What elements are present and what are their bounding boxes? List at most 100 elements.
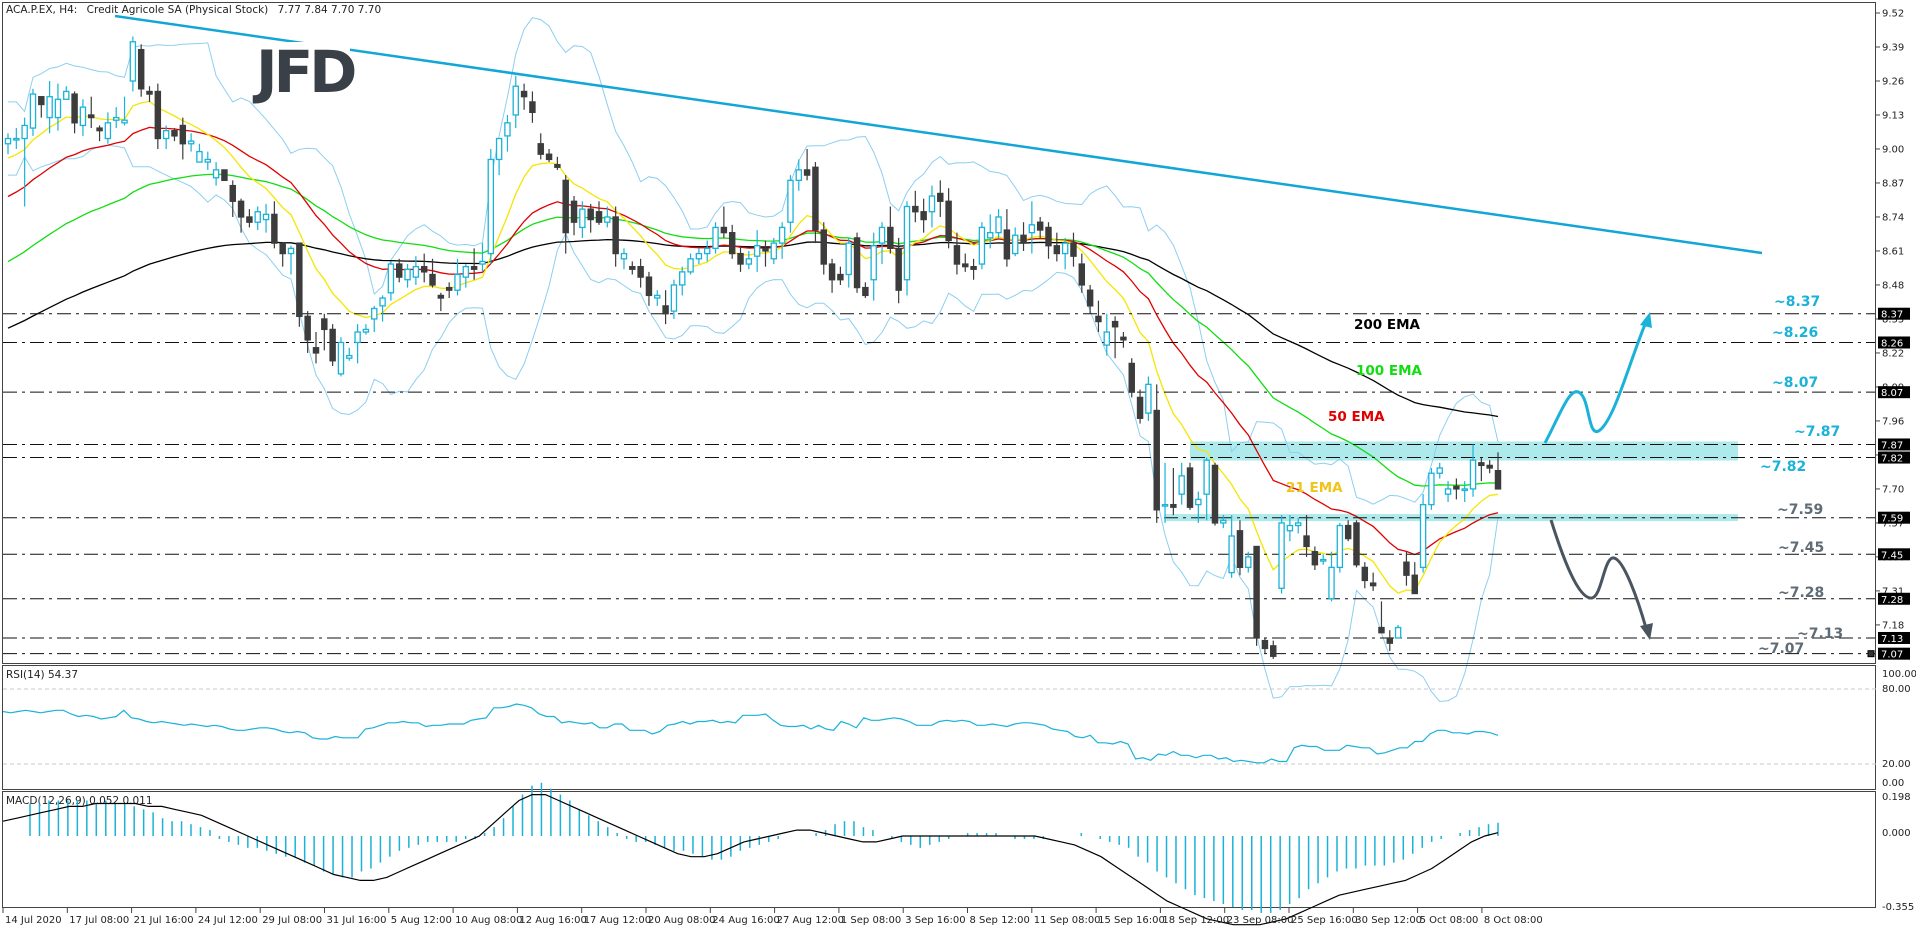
price-tag: 8.07 bbox=[1878, 386, 1910, 399]
candle bbox=[1153, 384, 1160, 523]
candle bbox=[820, 222, 827, 275]
candle bbox=[1011, 227, 1019, 257]
candle bbox=[4, 133, 12, 155]
candle bbox=[321, 313, 328, 351]
candlesticks bbox=[4, 36, 1502, 659]
candle bbox=[1436, 462, 1443, 479]
candle bbox=[271, 201, 278, 249]
price-tag: 7.07 bbox=[1878, 647, 1910, 661]
time-tick: 11 Sep 08:00 bbox=[1034, 915, 1101, 926]
candle bbox=[945, 188, 952, 249]
candle bbox=[762, 240, 769, 267]
candle bbox=[629, 261, 636, 275]
candle bbox=[462, 264, 470, 288]
candle bbox=[679, 266, 686, 296]
price-tick: 8.22 bbox=[1882, 348, 1904, 359]
price-tick: 8.61 bbox=[1882, 246, 1904, 257]
candle bbox=[803, 148, 811, 181]
candle bbox=[612, 206, 619, 267]
price-tick: 7.57 bbox=[1882, 518, 1904, 529]
time-tick: 21 Jul 16:00 bbox=[134, 915, 194, 926]
arrow-head-up-icon bbox=[1640, 312, 1652, 328]
candle bbox=[987, 214, 994, 249]
time-tick: 5 Oct 08:00 bbox=[1420, 915, 1479, 926]
candle bbox=[645, 271, 653, 306]
candle bbox=[604, 206, 611, 228]
price-tick: 7.31 bbox=[1882, 586, 1904, 597]
candle bbox=[88, 96, 95, 129]
level-label: ~7.45 bbox=[1778, 540, 1824, 556]
time-axis[interactable]: 14 Jul 2020 17 Jul 08:00 21 Jul 16:00 24 Ju… bbox=[2, 908, 1543, 926]
time-tick: 18 Sep 12:00 bbox=[1162, 915, 1229, 926]
price-tick: 8.35 bbox=[1882, 314, 1904, 325]
time-tick: 24 Jul 12:00 bbox=[198, 915, 258, 926]
candle bbox=[1453, 478, 1460, 500]
candle bbox=[537, 133, 544, 160]
candle bbox=[46, 80, 53, 134]
price-axis[interactable]: 9.52 9.39 9.26 9.13 9.00 8.87 8.74 8.61 8.48 8.35… bbox=[1876, 9, 1904, 632]
svg-text:8.26: 8.26 bbox=[1881, 338, 1903, 349]
time-tick: 12 Aug 16:00 bbox=[519, 915, 586, 926]
candle bbox=[212, 162, 220, 186]
level-label: ~8.26 bbox=[1772, 325, 1818, 341]
candle bbox=[703, 240, 711, 262]
time-tick: 5 Aug 12:00 bbox=[391, 915, 452, 926]
candle bbox=[371, 305, 378, 333]
time-tick: 17 Jul 08:00 bbox=[69, 915, 129, 926]
svg-text:8.37: 8.37 bbox=[1881, 310, 1903, 321]
candle bbox=[920, 198, 927, 233]
svg-text:7.59: 7.59 bbox=[1881, 514, 1903, 525]
candle bbox=[13, 128, 20, 149]
candle bbox=[745, 250, 753, 270]
candle bbox=[1111, 316, 1119, 359]
price-tick: 7.96 bbox=[1882, 416, 1904, 427]
candle bbox=[1411, 562, 1418, 595]
time-tick: 14 Jul 2020 bbox=[5, 915, 62, 926]
bollinger-lower bbox=[8, 144, 1499, 703]
candle bbox=[795, 159, 803, 191]
candle bbox=[1128, 358, 1135, 398]
level-label: ~7.28 bbox=[1778, 585, 1824, 601]
candle bbox=[953, 232, 961, 275]
time-tick: 8 Sep 12:00 bbox=[970, 915, 1030, 926]
logo-text: JFD bbox=[252, 38, 355, 106]
time-tick: 15 Sep 16:00 bbox=[1098, 915, 1165, 926]
candle bbox=[637, 258, 644, 288]
macd-label: MACD(12,26,9) 0.052 0.011 bbox=[6, 795, 153, 807]
candle bbox=[1403, 551, 1410, 586]
candle bbox=[970, 258, 977, 280]
price-tick: 7.70 bbox=[1882, 484, 1904, 495]
candle bbox=[154, 83, 162, 149]
time-tick: 17 Aug 12:00 bbox=[584, 915, 651, 926]
candle bbox=[179, 117, 187, 160]
candle bbox=[1303, 515, 1310, 557]
candle bbox=[162, 125, 170, 149]
price-tick: 8.48 bbox=[1882, 280, 1904, 291]
panel-frames bbox=[2, 2, 1876, 908]
candle bbox=[1278, 515, 1285, 594]
price-tick: 9.52 bbox=[1882, 9, 1904, 20]
candle bbox=[445, 282, 453, 299]
candle bbox=[146, 86, 153, 102]
svg-text:0.000: 0.000 bbox=[1882, 828, 1911, 839]
candle bbox=[1236, 520, 1244, 576]
descending-trendline[interactable] bbox=[114, 14, 1763, 255]
candle bbox=[903, 201, 911, 296]
candle bbox=[346, 347, 353, 361]
candle bbox=[1478, 457, 1485, 482]
candle bbox=[395, 258, 403, 283]
time-tick: 25 Sep 16:00 bbox=[1291, 915, 1358, 926]
candle bbox=[337, 337, 345, 377]
candle bbox=[562, 175, 569, 254]
time-tick: 23 Sep 08:00 bbox=[1227, 915, 1294, 926]
candle bbox=[404, 264, 411, 288]
candle bbox=[937, 180, 944, 217]
candle bbox=[529, 91, 536, 123]
candle bbox=[296, 242, 303, 327]
candle bbox=[512, 75, 519, 129]
candle bbox=[229, 180, 236, 217]
candle bbox=[171, 128, 178, 142]
ema-label-ema200: 200 EMA bbox=[1354, 317, 1421, 333]
candle bbox=[787, 175, 794, 233]
candle bbox=[1228, 515, 1235, 578]
